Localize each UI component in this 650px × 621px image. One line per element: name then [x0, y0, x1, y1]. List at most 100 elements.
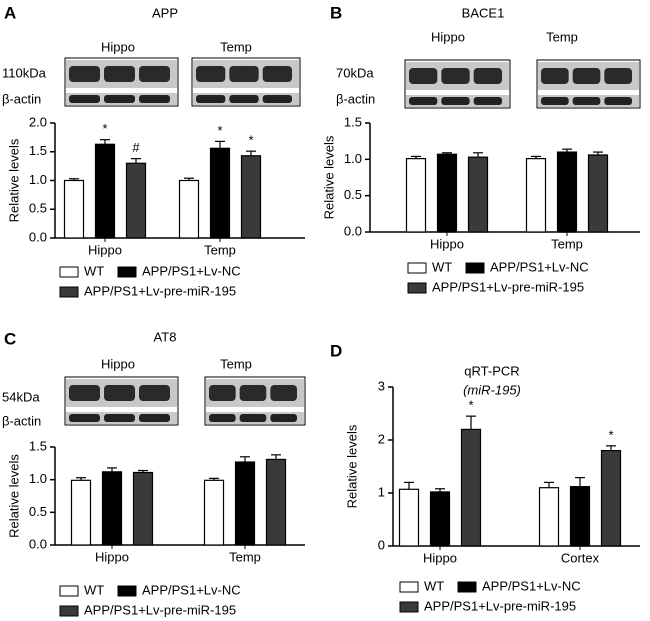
- loading-label: β-actin: [336, 91, 375, 106]
- bar: [436, 153, 458, 233]
- gel-label: Temp: [220, 39, 252, 54]
- x-tick-label: Hippo: [430, 236, 464, 251]
- legend-swatch: [117, 585, 137, 597]
- actin-band: [209, 414, 236, 422]
- error-bar: [69, 178, 79, 181]
- error-bar: [404, 481, 414, 490]
- y-tick-label: 1.5: [344, 114, 362, 129]
- legend-label: APP/PS1+Lv-NC: [142, 582, 241, 597]
- blot-band: [69, 385, 100, 401]
- error-bar: [138, 469, 148, 473]
- actin-band: [262, 95, 292, 103]
- error-bar: [531, 155, 541, 159]
- x-tick-label: Temp: [204, 242, 236, 257]
- bar: [209, 147, 231, 239]
- y-tick-label: 2: [378, 431, 385, 446]
- error-bar: [544, 481, 554, 488]
- blot-band: [409, 68, 438, 84]
- blot-band: [262, 66, 292, 82]
- actin-band: [69, 95, 100, 103]
- panel-letter: B: [330, 3, 342, 22]
- y-tick-label: 0.0: [344, 223, 362, 238]
- legend-label: APP/PS1+Lv-pre-miR-195: [432, 279, 584, 294]
- panel-letter: C: [4, 329, 16, 348]
- x-tick-label: Hippo: [88, 242, 122, 257]
- legend-swatch: [59, 266, 79, 278]
- error-bar: [107, 467, 117, 472]
- blot-band: [604, 68, 632, 84]
- legend-swatch: [59, 286, 79, 298]
- y-axis-label: Relative levels: [6, 138, 21, 222]
- actin-band: [409, 97, 438, 105]
- significance-mark: *: [608, 427, 613, 442]
- bar: [234, 461, 256, 546]
- actin-band: [104, 95, 135, 103]
- bar: [398, 488, 420, 547]
- error-bar: [411, 155, 421, 159]
- band-label: 70kDa: [336, 65, 374, 80]
- actin-band: [604, 97, 632, 105]
- bar: [240, 155, 262, 239]
- bar: [405, 158, 427, 233]
- actin-band: [239, 414, 267, 422]
- bar: [203, 479, 225, 546]
- blot-band: [69, 66, 100, 82]
- y-tick-label: 0.0: [29, 229, 47, 244]
- legend-label: APP/PS1+Lv-NC: [490, 259, 589, 274]
- bar: [587, 154, 609, 233]
- blot-band: [104, 385, 135, 401]
- blot-band: [473, 68, 502, 84]
- bar: [178, 179, 200, 239]
- bar: [125, 162, 147, 239]
- blot-band: [104, 66, 135, 82]
- actin-band: [139, 414, 170, 422]
- x-tick-label: Hippo: [95, 549, 129, 564]
- legend-label: APP/PS1+Lv-pre-miR-195: [84, 283, 236, 298]
- bar: [132, 471, 154, 546]
- bar: [460, 428, 482, 547]
- gel-label: Hippo: [101, 39, 135, 54]
- gel-label: Temp: [546, 29, 578, 44]
- chart-title: AT8: [154, 329, 177, 344]
- legend-swatch: [465, 262, 485, 274]
- legend-label: APP/PS1+Lv-NC: [482, 578, 581, 593]
- bar: [525, 158, 547, 233]
- legend-swatch: [457, 581, 477, 593]
- actin-band: [104, 414, 135, 422]
- bar: [101, 471, 123, 546]
- legend-swatch: [399, 601, 419, 613]
- significance-mark: *: [217, 123, 222, 138]
- y-tick-label: 0.5: [29, 201, 47, 216]
- y-tick-label: 0.0: [29, 536, 47, 551]
- y-tick-label: 1: [378, 484, 385, 499]
- actin-band: [229, 95, 259, 103]
- legend-swatch: [59, 605, 79, 617]
- error-bar: [466, 415, 476, 430]
- y-tick-label: 0.5: [29, 504, 47, 519]
- error-bar: [271, 454, 281, 460]
- y-axis-label: Relative levels: [321, 135, 336, 219]
- significance-mark: *: [102, 121, 107, 136]
- error-bar: [240, 456, 250, 463]
- gel-label: Hippo: [101, 356, 135, 371]
- legend-swatch: [59, 585, 79, 597]
- panel-letter: D: [330, 341, 342, 360]
- legend-label: APP/PS1+Lv-pre-miR-195: [424, 598, 576, 613]
- chart-title: BACE1: [462, 5, 505, 20]
- legend-label: WT: [84, 582, 104, 597]
- bar: [265, 458, 287, 546]
- error-bar: [184, 177, 194, 181]
- legend-label: WT: [424, 578, 444, 593]
- blot-band: [139, 66, 170, 82]
- bar: [70, 479, 92, 546]
- bar: [538, 487, 560, 547]
- y-tick-label: 1.0: [344, 151, 362, 166]
- y-tick-label: 0: [378, 537, 385, 552]
- y-tick-label: 0.5: [344, 187, 362, 202]
- legend-label: WT: [84, 263, 104, 278]
- actin-band: [69, 414, 100, 422]
- error-bar: [575, 477, 585, 487]
- chart-subtitle: (miR-195): [463, 382, 521, 397]
- error-bar: [209, 477, 219, 481]
